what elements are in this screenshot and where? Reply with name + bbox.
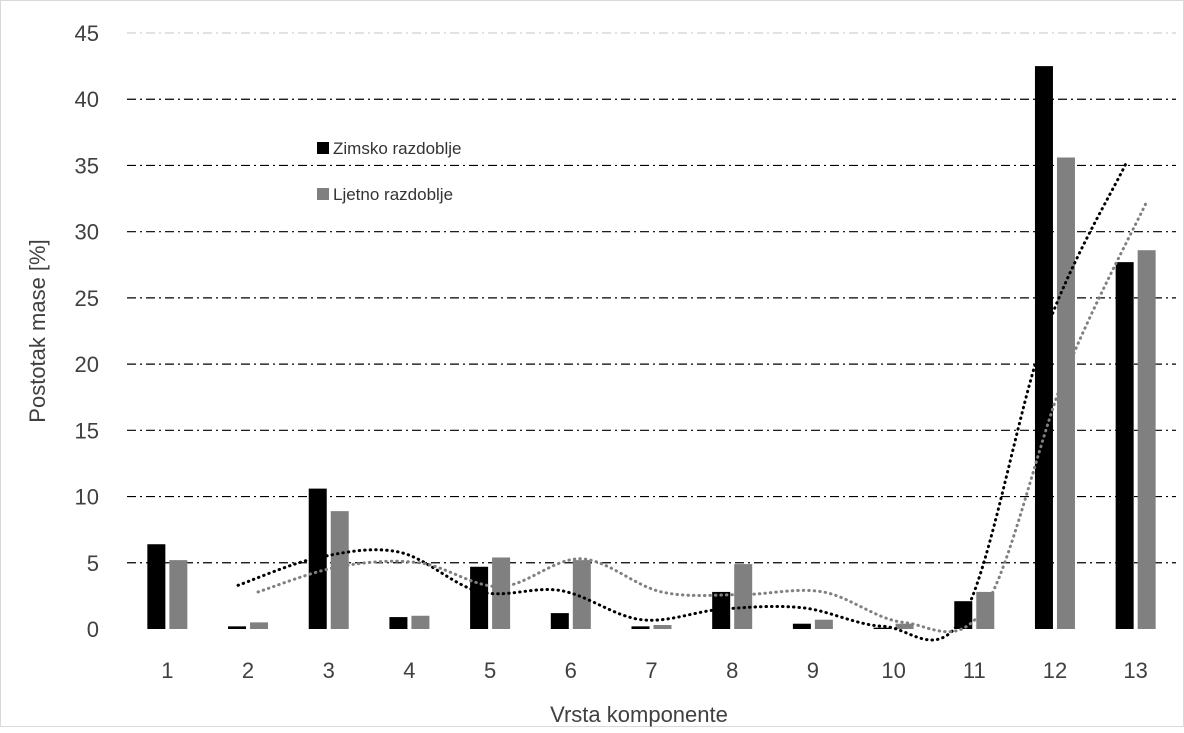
y-tick-label: 35	[75, 153, 99, 178]
bar-ljetno	[330, 511, 349, 629]
bar-ljetno	[1137, 250, 1156, 629]
y-tick-label: 40	[75, 87, 99, 112]
x-tick-label: 9	[807, 658, 819, 683]
gridlines	[127, 32, 1176, 564]
y-tick-labels: 0 5 10 15 20 25 30 35 40 45	[75, 21, 99, 642]
legend-swatch-zimsko	[317, 142, 329, 154]
bar-zimsko	[712, 591, 731, 629]
bar-ljetno	[814, 619, 833, 629]
bar-zimsko	[1115, 262, 1134, 629]
bar-zimsko	[228, 626, 247, 629]
x-tick-label: 12	[1043, 658, 1067, 683]
x-tick-label: 7	[645, 658, 657, 683]
bar-ljetno	[411, 615, 430, 629]
bar-zimsko	[389, 617, 408, 629]
x-tick-label: 1	[161, 658, 173, 683]
bar-zimsko	[470, 566, 489, 629]
x-tick-labels: 1 2 3 4 5 6 7 8 9 10 11 12 13	[161, 658, 1148, 683]
legend-label-ljetno: Ljetno razdoblje	[333, 185, 453, 204]
bar-zimsko	[792, 623, 811, 629]
x-tick-label: 5	[484, 658, 496, 683]
legend-label-zimsko: Zimsko razdoblje	[333, 139, 462, 158]
bar-zimsko	[308, 488, 327, 629]
x-tick-label: 11	[963, 658, 986, 683]
y-tick-label: 0	[87, 617, 99, 642]
y-tick-label: 20	[75, 352, 99, 377]
x-tick-label: 10	[881, 658, 905, 683]
x-tick-label: 4	[403, 658, 415, 683]
bar-zimsko	[147, 544, 166, 629]
bar-ljetno	[492, 557, 511, 629]
trendlines	[236, 162, 1148, 642]
y-tick-label: 15	[75, 418, 99, 443]
x-tick-label: 2	[242, 658, 254, 683]
x-axis-title: Vrsta komponente	[550, 702, 728, 727]
bar-ljetno	[734, 564, 753, 629]
bar-zimsko	[1034, 66, 1053, 630]
bar-ljetno	[572, 560, 591, 629]
bars	[147, 66, 1156, 630]
bar-zimsko	[873, 627, 892, 629]
bar-zimsko	[550, 613, 569, 629]
bar-ljetno	[895, 623, 914, 629]
y-tick-label: 25	[75, 286, 99, 311]
y-tick-label: 5	[87, 551, 99, 576]
bar-ljetno	[250, 622, 269, 629]
bar-ljetno	[1056, 157, 1075, 629]
bar-zimsko	[631, 626, 650, 629]
x-tick-label: 6	[565, 658, 577, 683]
trendline-ljetno	[256, 202, 1148, 634]
x-tick-label: 3	[323, 658, 335, 683]
y-tick-label: 45	[75, 21, 99, 46]
x-tick-label: 8	[726, 658, 738, 683]
y-tick-label: 10	[75, 485, 99, 510]
legend-swatch-ljetno	[317, 188, 329, 200]
legend: Zimsko razdoblje Ljetno razdoblje	[317, 139, 462, 204]
bar-ljetno	[169, 560, 188, 629]
x-tick-label: 13	[1123, 658, 1147, 683]
bar-ljetno	[976, 591, 995, 629]
bar-ljetno	[653, 625, 672, 629]
y-axis-title: Postotak mase [%]	[25, 239, 50, 422]
y-tick-label: 30	[75, 220, 99, 245]
trendline-zimsko	[236, 162, 1128, 642]
